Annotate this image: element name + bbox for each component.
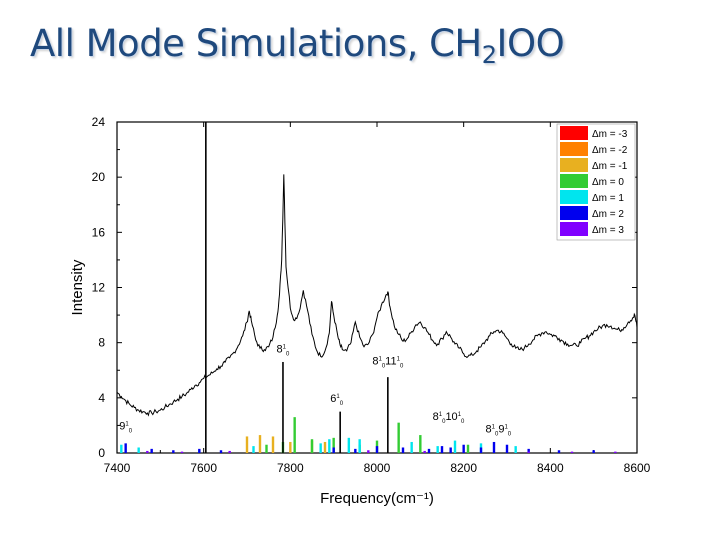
legend-label-4: Δm = 1 — [592, 193, 624, 204]
experimental-spectrum-line — [116, 174, 638, 417]
y-tick-label-0: 0 — [98, 446, 105, 460]
y-tick-label-5: 20 — [92, 170, 106, 184]
x-tick-label-4: 8200 — [450, 461, 477, 475]
legend-label-3: Δm = 0 — [592, 177, 624, 188]
x-tick-label-1: 7600 — [190, 461, 217, 475]
legend-swatch-4 — [560, 190, 588, 204]
assignment-label-5: 810910 — [486, 423, 512, 437]
x-tick-label-2: 7800 — [277, 461, 304, 475]
assignment-label-0: 810 — [277, 343, 290, 357]
y-tick-label-3: 12 — [92, 281, 106, 295]
y-tick-label-6: 24 — [92, 115, 106, 129]
assignment-label-2: 8101110 — [372, 356, 404, 370]
slide-title-main: All Mode Simulations, CH — [30, 22, 482, 65]
legend-swatch-0 — [560, 126, 588, 140]
y-axis-label: Intensity — [69, 259, 86, 315]
assignment-label-3: 910 — [119, 421, 132, 435]
assignment-label-4: 8101010 — [433, 411, 465, 425]
legend-swatch-3 — [560, 174, 588, 188]
x-tick-label-3: 8000 — [364, 461, 391, 475]
legend-swatch-2 — [560, 158, 588, 172]
legend-swatch-1 — [560, 142, 588, 156]
legend-swatch-5 — [560, 206, 588, 220]
y-tick-label-4: 16 — [92, 225, 106, 239]
legend-label-0: Δm = -3 — [592, 129, 628, 140]
y-tick-label-1: 4 — [98, 391, 105, 405]
legend-label-6: Δm = 3 — [592, 225, 624, 236]
legend-label-1: Δm = -2 — [592, 145, 628, 156]
slide-title-subscript: 2 — [481, 41, 497, 69]
x-tick-label-0: 7400 — [104, 461, 131, 475]
assignment-label-1: 610 — [330, 393, 343, 407]
legend-label-2: Δm = -1 — [592, 161, 628, 172]
plot-layer: 7400 7600 7800 8000 8200 8400 8600 0 4 8 12 16 20 24 8… — [92, 115, 651, 475]
x-tick-label-6: 8600 — [624, 461, 651, 475]
slide-title-tail: IOO — [496, 22, 565, 65]
slide-title: All Mode Simulations, CH2IOO — [30, 22, 565, 69]
y-tick-label-2: 8 — [98, 336, 105, 350]
legend-swatch-6 — [560, 222, 588, 236]
x-axis-label: Frequency(cm⁻¹) — [320, 490, 434, 507]
x-tick-label-5: 8400 — [537, 461, 564, 475]
legend-label-5: Δm = 2 — [592, 209, 624, 220]
